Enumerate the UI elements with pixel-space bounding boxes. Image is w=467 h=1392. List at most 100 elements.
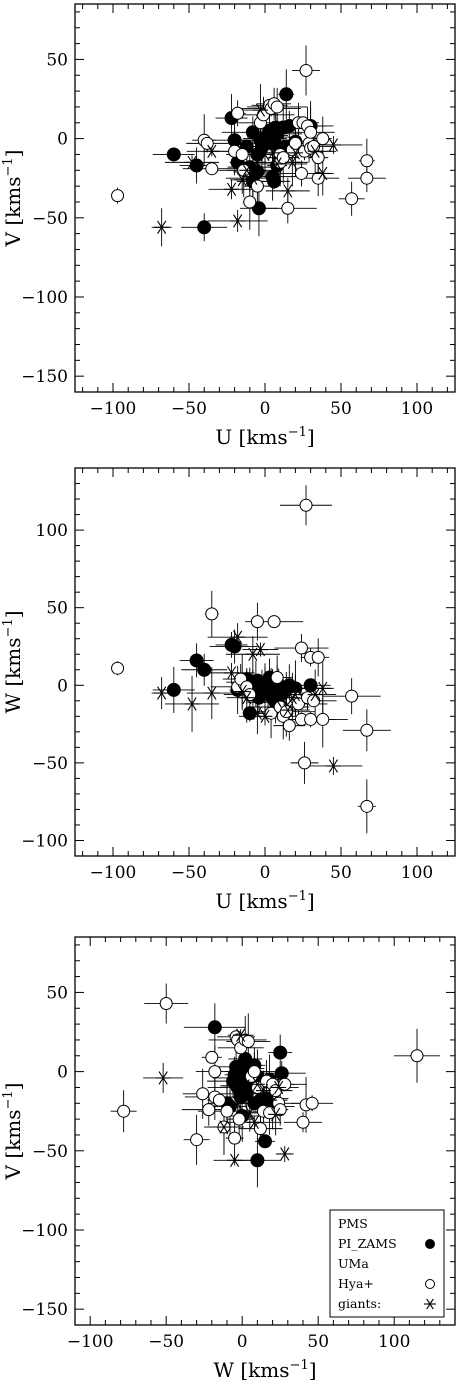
x-tick-label: 100 [378,1332,410,1352]
open-circle-marker [196,1087,210,1101]
x-tick-label: 100 [401,399,433,419]
star-marker-stroke [158,1071,168,1085]
y-axis-label: V [kms−1] [1,1083,25,1181]
star-marker-stroke [240,1079,250,1093]
star-marker-stroke [260,147,270,162]
open-circle-marker [202,1103,216,1117]
open-circle-marker [410,1049,424,1063]
x-tick-label: −100 [90,399,137,419]
filled-circle-marker [189,158,204,173]
open-circle-marker [267,615,281,629]
star-marker-stroke [283,184,293,198]
legend-label: PI_ZAMS [338,1236,397,1251]
open-circle-marker [247,1065,261,1079]
open-circle-marker [159,997,173,1011]
open-circle-marker [190,1133,204,1147]
open-circle-marker [270,671,284,685]
star-marker-stroke [310,144,320,158]
star-marker-stroke [237,684,247,699]
scatter-panel-3: −100 −50 0 50 100 −150 −100 −50 0 50 W [kms−1] V [k… [1,936,456,1382]
star-marker-stroke [272,157,282,171]
open-circle-marker [282,719,296,733]
open-circle-marker [360,154,374,168]
plot-frame [74,936,456,1326]
star-marker-stroke [260,709,270,723]
x-tick-label: −100 [90,863,137,883]
scatter-panel-2: −100 −50 0 50 100 −100 −50 0 50 100 U [kms−1] W [km… [1,467,456,913]
y-tick-label: 0 [57,1063,68,1083]
open-circle-marker [296,1115,310,1129]
star-marker-stroke [252,706,262,720]
open-circle-marker [205,162,219,176]
star-marker-stroke [328,138,338,152]
star-marker-stroke [287,155,297,170]
y-tick-label: 0 [57,130,68,150]
star-marker-stroke [242,691,252,705]
x-tick-label: 50 [330,399,352,419]
open-circle-marker [250,179,264,193]
star-marker-stroke [233,630,243,644]
open-circle-marker [305,1096,319,1110]
plot-frame [74,3,456,393]
legend-label: giants: [338,1296,381,1311]
star-marker-stroke [252,155,262,170]
star-marker-stroke [248,171,258,185]
star-marker-stroke [318,681,328,696]
open-circle-marker [235,147,249,161]
star-marker-stroke [310,687,320,702]
star-marker-stroke [233,214,243,228]
legend-label: Hya+ [338,1276,374,1291]
open-circle-marker [294,641,308,655]
legend-label: UMa [338,1256,369,1271]
open-circle-marker [294,166,308,180]
open-circle-marker [316,132,330,146]
star-marker-stroke [249,1115,259,1129]
open-circle-marker [205,1050,219,1064]
open-circle-marker [360,723,374,737]
filled-circle-marker [166,147,181,162]
filled-circle-marker [267,174,282,189]
star-marker-stroke [255,103,266,117]
open-circle-marker [299,64,313,78]
x-tick-label: −50 [171,399,207,419]
open-circle-marker [281,201,295,215]
open-circle-marker [311,650,325,664]
star-marker-stroke [207,144,217,158]
open-circle-marker [299,498,313,512]
star-marker-stroke [283,703,293,717]
filled-circle-marker [258,1134,272,1149]
y-tick-label: 50 [46,50,68,70]
x-tick-label: −50 [148,1332,184,1352]
open-circle-marker [298,756,312,770]
x-tick-label: 50 [307,1332,329,1352]
star-marker-stroke [226,666,237,680]
open-circle-marker [316,712,330,726]
y-tick-label: −100 [21,288,68,308]
open-circle-marker [231,106,245,120]
filled-circle-marker [227,639,242,654]
open-circle-marker [304,712,318,726]
open-circle-marker [360,171,374,185]
star-marker-stroke [187,697,197,711]
y-tick-label: −50 [32,1142,68,1162]
y-tick-label: −50 [32,754,68,774]
x-tick-label: −50 [171,863,207,883]
filled-circle-marker [303,678,318,693]
open-circle-marker [243,195,257,209]
filled-circle-marker [250,1153,265,1168]
x-tick-label: −100 [67,1332,114,1352]
star-marker-stroke [207,686,217,700]
open-circle-marker [345,192,359,206]
filled-circle-marker [425,1239,435,1249]
open-circle-marker [360,799,374,813]
legend-label: PMS [338,1216,368,1231]
open-circle-marker [270,100,284,114]
star-marker-stroke [268,146,278,160]
open-circle-marker [304,125,318,139]
star-marker-stroke [264,1093,275,1107]
y-tick-label: −100 [21,1221,68,1241]
star-marker-stroke [290,146,300,160]
star-marker-stroke [426,1298,434,1310]
filled-circle-marker [227,133,242,148]
filled-circle-marker [250,164,265,179]
